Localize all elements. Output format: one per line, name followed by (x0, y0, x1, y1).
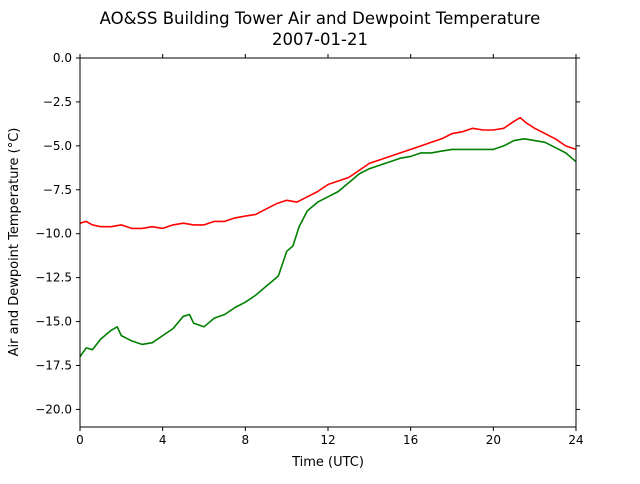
y-tick-label: −12.5 (35, 271, 72, 285)
y-tick-label: 0.0 (53, 51, 72, 65)
x-tick-label: 4 (159, 433, 167, 447)
y-tick-label: −17.5 (35, 359, 72, 373)
x-axis-label: Time (UTC) (291, 455, 364, 470)
y-axis-label: Air and Dewpoint Temperature (°C) (7, 128, 22, 357)
x-tick-label: 24 (568, 433, 583, 447)
y-tick-label: −2.5 (43, 95, 72, 109)
plot-frame (79, 57, 577, 428)
y-tick-label: −10.0 (35, 227, 72, 241)
x-tick-label: 8 (242, 433, 250, 447)
series-line-1 (79, 116, 577, 230)
x-tick-label: 20 (486, 433, 501, 447)
y-tick-label: −5.0 (43, 139, 72, 153)
series-layer (79, 116, 577, 358)
x-tick-label: 16 (403, 433, 418, 447)
x-tick-label: 0 (76, 433, 84, 447)
y-tick-label: −7.5 (43, 183, 72, 197)
y-tick-label: −20.0 (35, 402, 72, 416)
series-line-2 (79, 138, 577, 358)
chart-subtitle: 2007-01-21 (272, 30, 368, 49)
y-tick-label: −15.0 (35, 315, 72, 329)
axis-layer: 0 4 8 12 16 20 24 0.0 −2.5 −5.0 −7.5 −10.0 −12.5 −15.… (35, 51, 583, 447)
x-tick-label: 12 (320, 433, 335, 447)
chart-title: AO&SS Building Tower Air and Dewpoint Te… (100, 9, 541, 28)
